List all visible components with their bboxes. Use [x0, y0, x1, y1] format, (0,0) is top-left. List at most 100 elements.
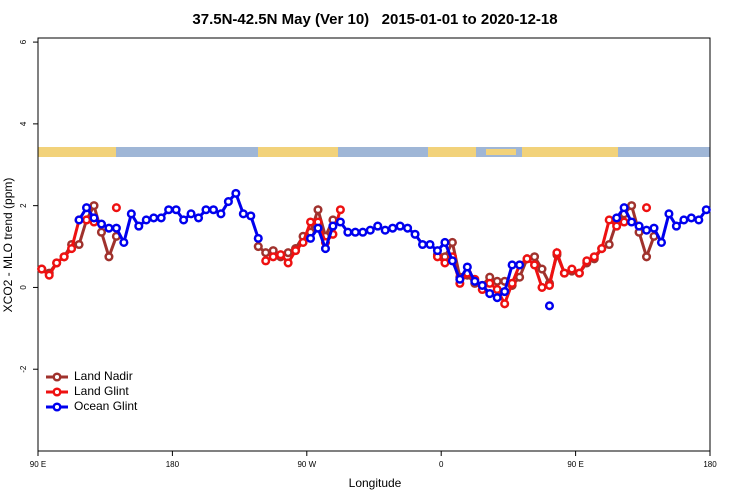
data-point [223, 197, 233, 207]
data-point [515, 260, 525, 270]
data-point [201, 205, 211, 215]
data-point [104, 252, 114, 262]
data-point [544, 301, 555, 311]
data-point [74, 239, 84, 250]
data-point [373, 221, 383, 231]
data-point [529, 252, 540, 262]
data-point [358, 227, 368, 237]
data-point [671, 221, 681, 231]
data-point [507, 278, 517, 288]
data-point [261, 256, 271, 266]
land-strip [428, 147, 476, 157]
data-point [37, 264, 47, 274]
data-point [694, 215, 704, 225]
data-point [134, 221, 144, 231]
data-point [492, 276, 502, 286]
data-point [179, 215, 189, 225]
y-tick-label: 4 [19, 121, 28, 126]
data-point [582, 256, 592, 266]
data-point [126, 209, 136, 219]
data-point [492, 293, 502, 303]
data-point [276, 250, 286, 260]
data-point [612, 213, 622, 223]
data-point [485, 289, 495, 299]
data-point [641, 252, 652, 262]
data-point [388, 223, 398, 233]
data-point [216, 209, 226, 219]
data-point [656, 237, 667, 248]
data-point [141, 215, 151, 225]
legend-marker [52, 372, 62, 382]
data-point [156, 213, 166, 223]
data-point [440, 237, 450, 248]
data-point [477, 280, 487, 290]
data-point [589, 252, 599, 262]
data-point [403, 223, 413, 233]
data-point [111, 223, 121, 233]
data-point [59, 252, 69, 262]
data-point [313, 205, 323, 215]
data-point [283, 248, 293, 258]
x-tick-label: 90 W [297, 460, 316, 469]
y-tick-label: 0 [19, 285, 28, 290]
data-point [208, 205, 219, 215]
data-point [529, 260, 540, 270]
y-tick-label: -2 [19, 365, 28, 373]
data-point [604, 239, 614, 250]
data-point [104, 223, 114, 233]
data-point [455, 274, 465, 284]
data-point [425, 239, 435, 250]
data-point [649, 223, 659, 233]
data-point [119, 237, 129, 248]
data-point [597, 244, 607, 254]
data-point [686, 213, 696, 223]
data-point [522, 254, 532, 264]
data-point [320, 244, 331, 254]
data-point [612, 221, 622, 231]
plot-frame [37, 37, 711, 452]
data-point [574, 268, 584, 278]
data-point [253, 233, 263, 243]
data-point [679, 215, 689, 225]
data-point [515, 272, 525, 282]
data-point [52, 258, 62, 268]
data-point [417, 239, 428, 250]
data-point [74, 215, 84, 225]
data-point [552, 248, 562, 258]
x-tick-label: 0 [439, 460, 444, 469]
map-strip [38, 147, 710, 157]
x-tick-label: 90 E [567, 460, 583, 469]
data-point [81, 215, 92, 225]
data-point [641, 225, 652, 235]
data-point [470, 276, 480, 286]
data-point [89, 201, 99, 211]
x-axis-label: Longitude [349, 476, 402, 490]
land-strip [258, 147, 338, 157]
land-strip [486, 149, 516, 155]
data-point [619, 203, 629, 213]
data-point [305, 233, 316, 243]
legend-label: Ocean Glint [74, 399, 138, 413]
data-point [395, 221, 405, 231]
data-point [149, 213, 159, 223]
data-point [81, 203, 92, 213]
ocean-strip [38, 147, 710, 157]
data-point [305, 217, 316, 227]
data-point [447, 256, 457, 266]
legend-label: Land Nadir [74, 369, 133, 383]
data-point [283, 258, 293, 268]
data-point [193, 213, 204, 223]
data-point [559, 268, 569, 278]
data-point [619, 217, 629, 227]
data-point [186, 209, 196, 219]
data-point [343, 227, 353, 237]
data-point [380, 225, 390, 235]
data-point [111, 203, 121, 213]
data-point [96, 219, 107, 229]
y-axis-label: XCO2 - MLO trend (ppm) [1, 178, 15, 313]
data-point [440, 258, 450, 268]
land-strip [522, 147, 618, 157]
data-point [268, 252, 278, 262]
data-point [447, 237, 457, 248]
